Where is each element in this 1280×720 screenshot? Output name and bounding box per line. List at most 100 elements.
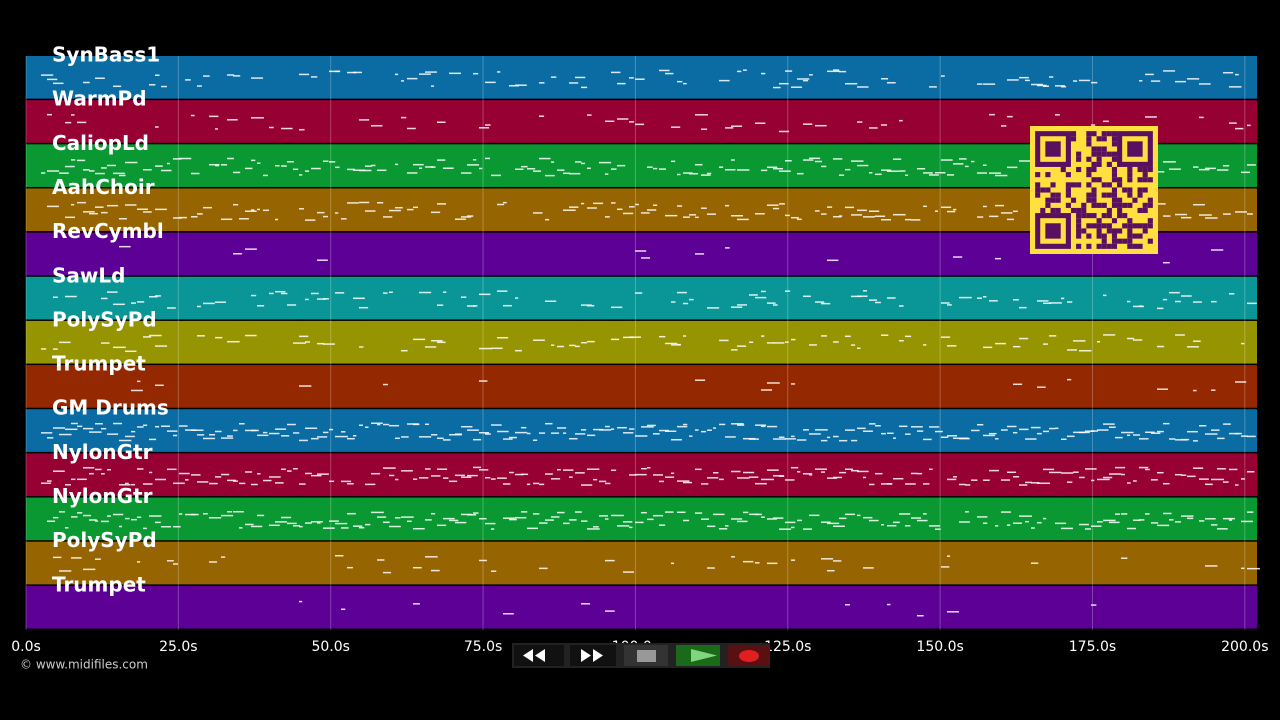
note (569, 82, 579, 84)
note (725, 247, 730, 249)
note (1085, 468, 1097, 470)
note (539, 432, 546, 434)
note (425, 71, 437, 73)
note (917, 519, 928, 522)
note (941, 159, 953, 161)
note (887, 524, 897, 527)
fast-forward-button[interactable] (570, 645, 616, 666)
note (791, 383, 796, 385)
note (1217, 468, 1226, 470)
note (1067, 378, 1072, 381)
note (227, 435, 233, 437)
qr-module (1137, 187, 1143, 193)
note (371, 125, 383, 127)
note (173, 525, 181, 528)
note (137, 208, 148, 211)
note (731, 306, 743, 308)
note (1103, 519, 1116, 522)
note (137, 426, 144, 428)
note (1163, 482, 1170, 485)
note (1187, 517, 1194, 520)
note (641, 467, 647, 470)
qr-module (1086, 233, 1092, 239)
note (491, 347, 503, 350)
note (1061, 527, 1073, 530)
note (707, 525, 716, 528)
note (845, 335, 851, 338)
note (1139, 80, 1143, 82)
note (845, 429, 855, 431)
note (161, 525, 172, 528)
note (779, 203, 785, 205)
note (1205, 565, 1218, 567)
qr-module (1035, 187, 1041, 193)
note (977, 216, 984, 218)
note (707, 172, 712, 175)
note (167, 162, 171, 165)
note (971, 479, 978, 481)
note (413, 206, 418, 209)
note (1001, 429, 1008, 431)
rewind-button[interactable] (514, 645, 564, 666)
note (263, 174, 268, 177)
note (551, 478, 561, 480)
note (533, 212, 543, 214)
note (683, 302, 689, 305)
note (179, 425, 188, 427)
note (1103, 423, 1115, 425)
note (845, 513, 855, 516)
note (731, 423, 744, 425)
note (833, 69, 840, 71)
note (365, 523, 371, 526)
note (869, 210, 880, 212)
note (707, 213, 716, 215)
note (383, 423, 390, 426)
note (269, 476, 281, 478)
note (299, 128, 305, 131)
note (1235, 127, 1244, 130)
qr-module (1101, 136, 1107, 142)
note (575, 511, 582, 513)
note (941, 75, 945, 77)
note (401, 80, 405, 82)
note (1229, 122, 1237, 124)
note (929, 468, 933, 471)
note (347, 482, 354, 485)
qr-module (1111, 156, 1118, 162)
note (719, 528, 728, 530)
note (893, 158, 902, 160)
note (53, 516, 59, 519)
note (1223, 165, 1230, 167)
note (1055, 85, 1065, 87)
note (299, 385, 312, 387)
play-button[interactable] (676, 645, 720, 666)
note (701, 430, 707, 433)
qr-module (1096, 233, 1102, 239)
note (779, 82, 789, 85)
record-button[interactable] (728, 645, 770, 666)
note (953, 256, 963, 258)
note (71, 557, 82, 559)
note (179, 513, 183, 515)
note (677, 480, 690, 482)
note (1199, 83, 1211, 85)
qr-module (1137, 223, 1143, 229)
note (77, 159, 86, 162)
note (311, 167, 321, 170)
note (485, 476, 491, 479)
note (995, 257, 1002, 260)
stop-button[interactable] (624, 645, 668, 666)
note (425, 423, 430, 426)
note (101, 427, 107, 430)
note (863, 476, 867, 479)
note (617, 525, 630, 527)
note (773, 475, 784, 477)
note (95, 77, 105, 80)
note (437, 341, 446, 344)
note (251, 483, 258, 486)
qr-module (1091, 146, 1097, 152)
note (797, 172, 804, 175)
note (197, 434, 205, 436)
qr-module (1111, 166, 1118, 173)
note (371, 511, 384, 514)
